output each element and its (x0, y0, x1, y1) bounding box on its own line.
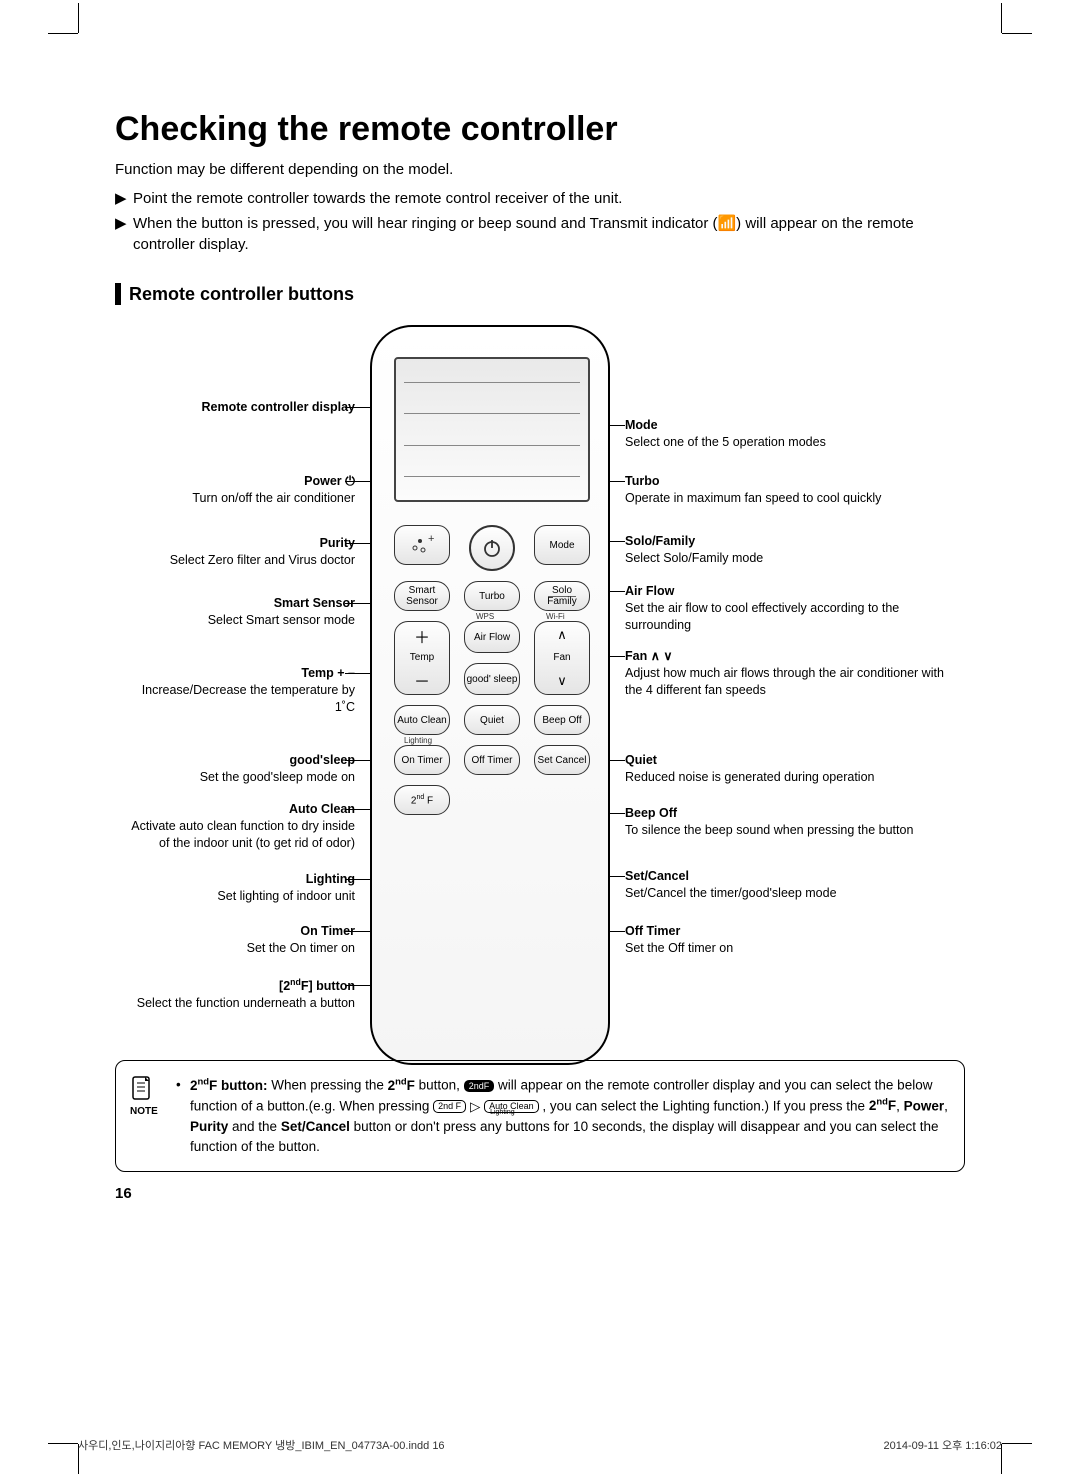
mode-button[interactable]: Mode (534, 525, 590, 565)
intro-text: Function may be different depending on t… (115, 161, 965, 178)
triangle-right-icon: ▷ (470, 1097, 480, 1117)
triangle-icon: ▶ (115, 213, 133, 255)
note-box: NOTE • 2ndF button: When pressing the 2n… (115, 1060, 965, 1172)
label-goodsleep: good'sleep Set the good'sleep mode on (125, 752, 365, 786)
label-airflow: Air Flow Set the air flow to cool effect… (615, 583, 955, 634)
remote-display (394, 357, 590, 502)
label-lighting: Lighting Set lighting of indoor unit (125, 871, 365, 905)
purity-button[interactable]: + (394, 525, 450, 565)
intro-bullets: ▶ Point the remote controller towards th… (115, 188, 965, 255)
label-display: Remote controller display (125, 399, 365, 416)
turbo-button[interactable]: Turbo (464, 581, 520, 611)
quiet-button[interactable]: Quiet (464, 705, 520, 735)
good-sleep-button[interactable]: good' sleep (464, 663, 520, 695)
label-2ndf: [2ndF] button Select the function undern… (125, 977, 365, 1012)
print-footer: 사우디,인도,나이지리아향 FAC MEMORY 냉방_IBIM_EN_0477… (78, 1437, 1002, 1453)
bullet-text: Point the remote controller towards the … (133, 188, 622, 209)
set-cancel-button[interactable]: Set Cancel (534, 745, 590, 775)
bullet-item: ▶ When the button is pressed, you will h… (115, 213, 965, 255)
smart-sensor-button[interactable]: Smart Sensor (394, 581, 450, 611)
button-grid: + Mode Smart Sensor Turbo SoloFamily WPS… (394, 525, 590, 825)
label-quiet: Quiet Reduced noise is generated during … (615, 752, 955, 786)
label-purity: Purity Select Zero filter and Virus doct… (125, 535, 365, 569)
page-content: Checking the remote controller Function … (115, 110, 965, 1085)
triangle-icon: ▶ (115, 188, 133, 209)
on-timer-button[interactable]: On Timer (394, 745, 450, 775)
power-button[interactable] (469, 525, 515, 571)
footer-right: 2014-09-11 오후 1:16:02 (883, 1437, 1002, 1453)
label-fan: Fan ∧ ∨ Adjust how much air flows throug… (615, 648, 955, 699)
beep-off-button[interactable]: Beep Off (534, 705, 590, 735)
page-number: 16 (115, 1185, 132, 1202)
bullet-dot-icon: • (176, 1075, 190, 1157)
label-solofamily: Solo/Family Select Solo/Family mode (615, 533, 955, 567)
label-temp: Temp + – Increase/Decrease the temperatu… (125, 665, 365, 716)
wps-sublabel: WPS (476, 612, 494, 621)
auto-clean-button[interactable]: Auto Clean (394, 705, 450, 735)
wifi-sublabel: Wi-Fi (546, 612, 565, 621)
note-text: • 2ndF button: When pressing the 2ndF bu… (176, 1075, 948, 1157)
chip-2ndf-icon: 2ndF (464, 1080, 495, 1093)
footer-left: 사우디,인도,나이지리아향 FAC MEMORY 냉방_IBIM_EN_0477… (78, 1437, 445, 1453)
air-flow-button[interactable]: Air Flow (464, 621, 520, 653)
bullet-text: When the button is pressed, you will hea… (133, 213, 965, 255)
label-power: Power ⏻ Turn on/off the air conditioner (125, 473, 365, 507)
solo-family-button[interactable]: SoloFamily (534, 581, 590, 611)
section-header: Remote controller buttons (115, 283, 965, 305)
fan-rocker[interactable]: ∧ Fan ∨ (534, 621, 590, 695)
second-f-button[interactable]: 2nd F (394, 785, 450, 815)
remote-diagram: + Mode Smart Sensor Turbo SoloFamily WPS… (115, 325, 965, 1085)
chip-2ndf2-icon: 2nd F (433, 1100, 466, 1113)
svg-text:+: + (428, 534, 434, 545)
remote-body: + Mode Smart Sensor Turbo SoloFamily WPS… (370, 325, 610, 1065)
off-timer-button[interactable]: Off Timer (464, 745, 520, 775)
lighting-sublabel: Lighting (404, 736, 432, 745)
label-mode: Mode Select one of the 5 operation modes (615, 417, 955, 451)
label-offtimer: Off Timer Set the Off timer on (615, 923, 955, 957)
section-title: Remote controller buttons (129, 284, 354, 305)
temp-rocker[interactable]: ＋ Temp － (394, 621, 450, 695)
label-ontimer: On Timer Set the On timer on (125, 923, 365, 957)
label-turbo: Turbo Operate in maximum fan speed to co… (615, 473, 955, 507)
bullet-item: ▶ Point the remote controller towards th… (115, 188, 965, 209)
label-setcancel: Set/Cancel Set/Cancel the timer/good'sle… (615, 868, 955, 902)
label-beepoff: Beep Off To silence the beep sound when … (615, 805, 955, 839)
page-title: Checking the remote controller (115, 110, 965, 149)
note-icon: NOTE (130, 1075, 158, 1119)
accent-bar (115, 283, 121, 305)
label-smart-sensor: Smart Sensor Select Smart sensor mode (125, 595, 365, 629)
label-autoclean: Auto Clean Activate auto clean function … (125, 801, 365, 852)
